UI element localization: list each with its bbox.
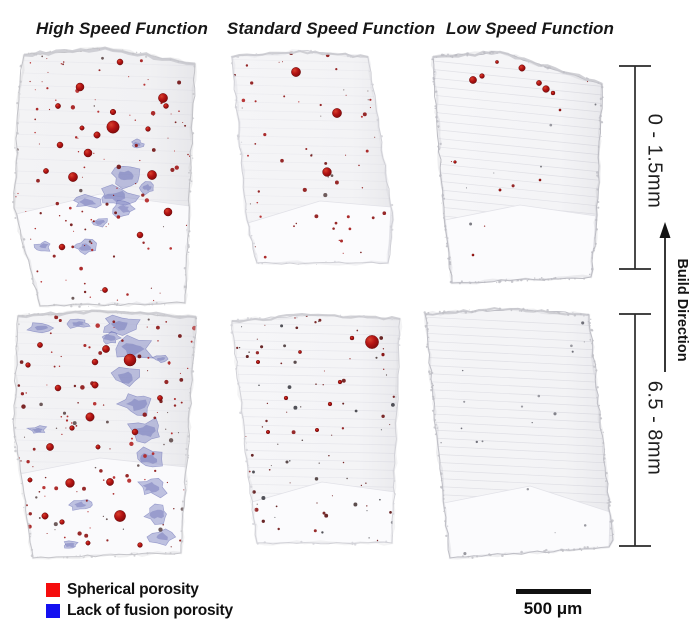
- depth-range-label-bottom: 6.5 - 8mm: [643, 380, 666, 476]
- panel-standard-speed-bottom: [230, 312, 403, 546]
- column-header-standard-speed: Standard Speed Function: [226, 19, 436, 38]
- panel-low-speed-top: [430, 50, 604, 285]
- panel-high-speed-bottom: [11, 309, 198, 560]
- legend-item-lack-of-fusion-porosity: Lack of fusion porosity: [46, 601, 233, 619]
- legend-label-lack-of-fusion: Lack of fusion porosity: [67, 601, 233, 619]
- legend-label-spherical: Spherical porosity: [67, 580, 199, 598]
- sample-panels: [11, 46, 615, 560]
- legend-item-spherical-porosity: Spherical porosity: [46, 580, 233, 598]
- depth-bracket-bottom: [619, 313, 651, 547]
- scale-bar-line: [516, 589, 591, 594]
- red-swatch-icon: [46, 582, 60, 597]
- depth-bracket-top: [619, 65, 651, 270]
- build-direction-label: Build Direction: [674, 258, 690, 362]
- column-header-high-speed: High Speed Function: [36, 19, 208, 38]
- depth-range-label-top: 0 - 1.5mm: [643, 113, 666, 209]
- scale-bar: [516, 589, 591, 594]
- panel-high-speed-top: [12, 46, 197, 308]
- panel-standard-speed-top: [230, 49, 395, 266]
- blue-swatch-icon: [46, 603, 60, 618]
- legend: Spherical porosity Lack of fusion porosi…: [46, 580, 233, 624]
- column-header-low-speed: Low Speed Function: [445, 19, 615, 38]
- scale-bar-label: 500 μm: [523, 599, 583, 618]
- arrow-head: [659, 222, 671, 238]
- panel-low-speed-bottom: [423, 307, 615, 560]
- build-direction-arrow-icon: [659, 222, 671, 372]
